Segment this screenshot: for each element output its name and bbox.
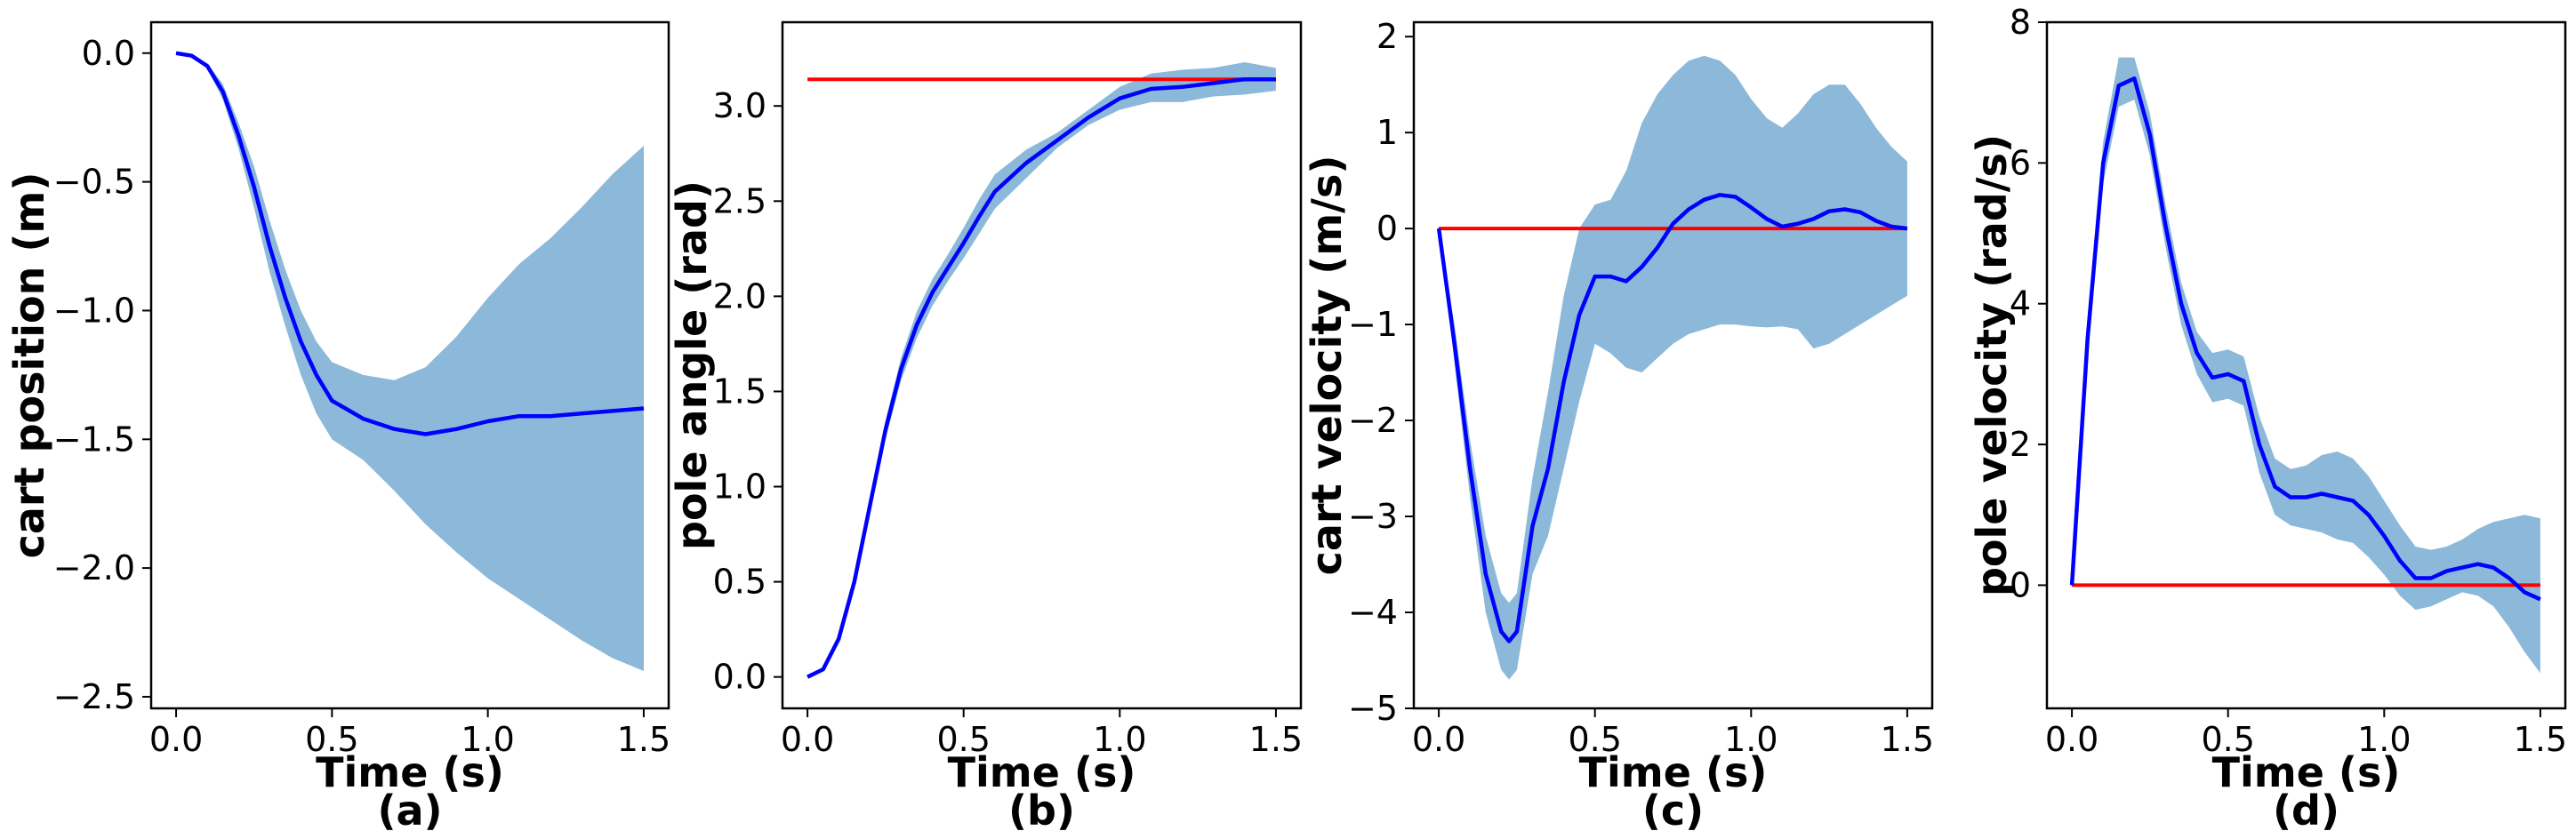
x-tick-label: 0.0 xyxy=(2045,720,2099,759)
y-tick-label: 2 xyxy=(2010,425,2031,464)
panel-caption: (d) xyxy=(2273,787,2339,835)
x-tick-label: 1.0 xyxy=(2357,720,2411,759)
panel-d: 0.0 0.5 1.0 1.5 0 2 4 6 8 Time (s) pole velocity (… xyxy=(1968,3,2567,835)
uncertainty-band xyxy=(807,62,1276,677)
panel-a: 0.0 0.5 1.0 1.5 0.0 −0.5 −1.0 −1.5 −2.0 −2.5 Time … xyxy=(5,20,670,835)
y-tick-label: −1.5 xyxy=(53,420,135,459)
x-tick-label: 0.5 xyxy=(1568,720,1621,759)
panel-c: 0.0 0.5 1.0 1.5 2 1 0 −1 −2 −3 −4 −5 Time (s) cart ve… xyxy=(1303,17,1934,835)
y-tick-label: −3 xyxy=(1348,497,1398,536)
mean-line xyxy=(1436,193,1908,643)
y-tick-label: 6 xyxy=(2010,143,2031,182)
y-tick-label: 3.0 xyxy=(713,86,766,125)
x-axis-label: Time (s) xyxy=(1579,748,1768,796)
x-tick-label: 1.5 xyxy=(2514,720,2567,759)
panel-caption: (b) xyxy=(1008,787,1075,835)
axes-frame xyxy=(781,20,1303,710)
panel-caption: (a) xyxy=(377,787,442,835)
uncertainty-band xyxy=(176,52,644,672)
y-tick-label: −2 xyxy=(1348,401,1398,440)
y-axis-label: cart position (m) xyxy=(5,172,53,559)
mean-line xyxy=(2069,76,2541,602)
y-tick-label: 1.0 xyxy=(713,467,766,507)
axes-frame xyxy=(1412,20,1934,710)
x-axis-label: Time (s) xyxy=(948,748,1136,796)
y-tick-label: 0 xyxy=(1376,209,1398,248)
x-axis-label: Time (s) xyxy=(2212,748,2401,796)
uncertainty-band xyxy=(2072,57,2540,674)
y-tick-label: 2.0 xyxy=(713,276,766,316)
y-tick-label: 4 xyxy=(2010,284,2031,324)
y-axis-label: pole angle (rad) xyxy=(668,180,716,550)
x-tick-label: 1.5 xyxy=(1249,720,1303,759)
y-tick-label: −2.5 xyxy=(53,677,135,716)
y-tick-label: −0.5 xyxy=(53,163,135,202)
x-tick-label: 1.5 xyxy=(617,720,670,759)
y-tick-label: −4 xyxy=(1348,593,1398,632)
panel-caption: (c) xyxy=(1642,787,1704,835)
y-axis-label: pole velocity (rad/s) xyxy=(1968,134,2016,596)
y-tick-label: −5 xyxy=(1348,689,1398,728)
x-axis-label: Time (s) xyxy=(316,748,504,796)
y-tick-label: 0.0 xyxy=(713,658,766,697)
y-tick-label: 1 xyxy=(1376,113,1398,152)
axes-frame xyxy=(2045,20,2567,710)
x-tick-label: 1.0 xyxy=(1724,720,1778,759)
y-tick-label: 1.5 xyxy=(713,372,766,411)
uncertainty-band xyxy=(1439,55,1907,680)
x-tick-label: 0.0 xyxy=(1412,720,1465,759)
y-tick-label: 0.0 xyxy=(82,34,135,73)
x-tick-label: 0.0 xyxy=(781,720,834,759)
x-tick-label: 0.5 xyxy=(936,720,990,759)
x-tick-label: 0.5 xyxy=(305,720,358,759)
y-tick-label: 2.5 xyxy=(713,181,766,220)
axes-frame xyxy=(149,20,670,710)
x-tick-label: 1.0 xyxy=(1093,720,1146,759)
y-tick-label: 0 xyxy=(2010,565,2031,604)
mean-line xyxy=(807,76,1276,679)
y-tick-label: 2 xyxy=(1376,17,1398,56)
mean-line xyxy=(175,51,645,436)
x-tick-label: 1.0 xyxy=(461,720,514,759)
x-tick-label: 1.5 xyxy=(1881,720,1934,759)
y-tick-label: −2.0 xyxy=(53,548,135,587)
y-tick-label: −1.0 xyxy=(53,291,135,330)
y-tick-label: 0.5 xyxy=(713,563,766,602)
y-axis-label: cart velocity (m/s) xyxy=(1303,156,1351,576)
panel-b: 0.0 0.5 1.0 1.5 0.0 0.5 1.0 1.5 2.0 2.5 3.0 Time (s… xyxy=(668,20,1303,835)
y-tick-label: −1 xyxy=(1348,305,1398,344)
x-tick-label: 0.5 xyxy=(2201,720,2254,759)
x-tick-label: 0.0 xyxy=(149,720,203,759)
y-tick-label: 8 xyxy=(2010,3,2031,42)
